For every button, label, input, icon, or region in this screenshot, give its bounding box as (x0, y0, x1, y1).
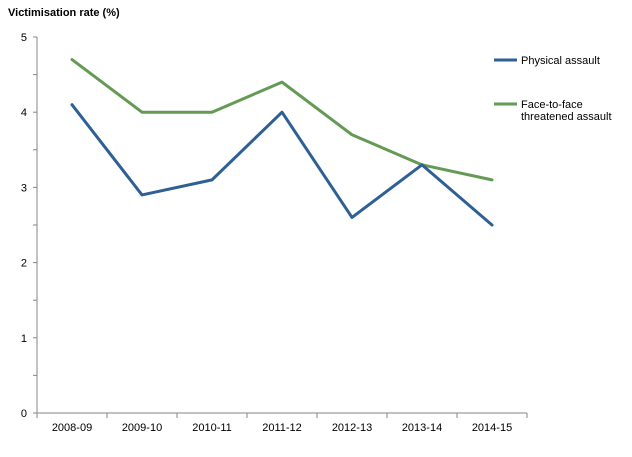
y-tick-label: 4 (21, 107, 27, 119)
x-tick-label: 2011-12 (262, 422, 302, 434)
legend-label: Face-to-face (521, 99, 583, 111)
series-line-threatened-assault (70, 58, 494, 182)
series-layer (70, 58, 494, 227)
axes: 0 1 2 3 4 5 2008-09 2009-10 2010-11 2011-12 2012-1… (21, 32, 528, 434)
x-tick-label: 2012-13 (332, 422, 372, 434)
x-tick-label: 2008-09 (52, 422, 92, 434)
legend-label: threatened assault (521, 111, 612, 123)
x-tick-label: 2009-10 (122, 422, 162, 434)
y-tick-label: 5 (21, 32, 27, 44)
y-tick-label: 2 (21, 258, 27, 270)
y-tick-label: 1 (21, 333, 27, 345)
x-tick-label: 2014-15 (472, 422, 512, 434)
x-tick-label: 2013-14 (402, 422, 442, 434)
legend-label: Physical assault (521, 55, 600, 67)
series-line-physical-assault (70, 103, 494, 227)
y-tick-label: 0 (21, 408, 27, 420)
y-tick-label: 3 (21, 182, 27, 194)
y-axis-title: Victimisation rate (%) (8, 7, 120, 19)
x-tick-label: 2010-11 (192, 422, 232, 434)
